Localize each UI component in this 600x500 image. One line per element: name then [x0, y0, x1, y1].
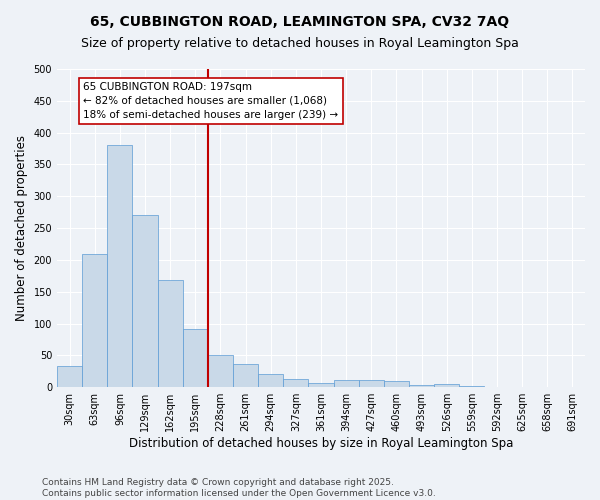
Bar: [158, 280, 183, 387]
Bar: [233, 364, 258, 387]
Bar: [308, 383, 334, 387]
Bar: [57, 366, 82, 387]
Bar: [82, 254, 107, 387]
Bar: [183, 330, 208, 387]
Bar: [283, 379, 308, 387]
Bar: [384, 382, 409, 387]
Bar: [107, 146, 133, 387]
Text: Contains HM Land Registry data © Crown copyright and database right 2025.
Contai: Contains HM Land Registry data © Crown c…: [42, 478, 436, 498]
Bar: [535, 386, 560, 387]
Bar: [133, 216, 158, 387]
Bar: [459, 386, 484, 387]
Bar: [258, 374, 283, 387]
Bar: [409, 384, 434, 387]
Y-axis label: Number of detached properties: Number of detached properties: [15, 135, 28, 321]
Bar: [359, 380, 384, 387]
X-axis label: Distribution of detached houses by size in Royal Leamington Spa: Distribution of detached houses by size …: [129, 437, 513, 450]
Text: Size of property relative to detached houses in Royal Leamington Spa: Size of property relative to detached ho…: [81, 38, 519, 51]
Bar: [334, 380, 359, 387]
Bar: [208, 355, 233, 387]
Bar: [484, 386, 509, 387]
Bar: [509, 386, 535, 387]
Bar: [434, 384, 459, 387]
Text: 65, CUBBINGTON ROAD, LEAMINGTON SPA, CV32 7AQ: 65, CUBBINGTON ROAD, LEAMINGTON SPA, CV3…: [91, 15, 509, 29]
Text: 65 CUBBINGTON ROAD: 197sqm
← 82% of detached houses are smaller (1,068)
18% of s: 65 CUBBINGTON ROAD: 197sqm ← 82% of deta…: [83, 82, 338, 120]
